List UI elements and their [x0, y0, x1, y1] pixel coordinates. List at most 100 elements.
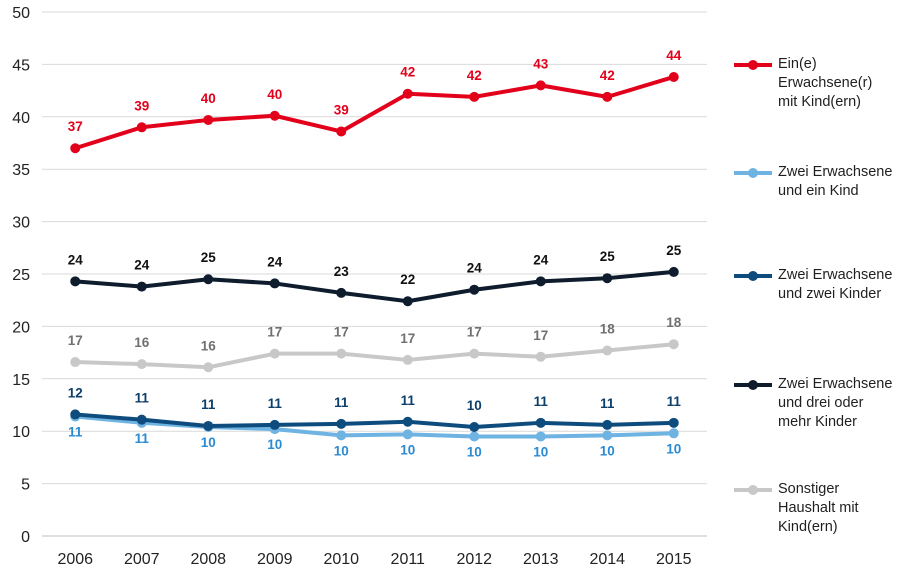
data-label: 10	[467, 398, 482, 413]
legend-label-line: Zwei Erwachsene	[778, 376, 893, 392]
data-label: 10	[666, 441, 681, 456]
data-point	[336, 287, 347, 298]
legend-label-line: Kind(ern)	[778, 519, 838, 535]
data-label: 24	[68, 252, 84, 267]
data-point	[535, 351, 546, 362]
data-label: 11	[135, 391, 150, 406]
data-point	[70, 409, 81, 420]
data-label: 11	[334, 395, 349, 410]
data-label: 10	[201, 435, 216, 450]
data-point	[535, 431, 546, 442]
legend-swatch	[734, 380, 772, 390]
data-label: 16	[134, 335, 150, 350]
data-label: 12	[68, 385, 83, 400]
data-label: 11	[135, 431, 150, 446]
data-point	[136, 281, 147, 292]
y-tick-label: 35	[12, 162, 30, 179]
x-tick-label: 2015	[656, 551, 692, 568]
data-point	[402, 88, 413, 99]
data-label: 10	[334, 443, 349, 458]
data-point	[469, 91, 480, 102]
data-point	[269, 419, 280, 430]
x-tick-label: 2012	[456, 551, 492, 568]
legend-label-line: Zwei Erwachsene	[778, 267, 893, 283]
data-point	[70, 143, 81, 154]
y-tick-label: 0	[21, 529, 30, 546]
data-label: 40	[201, 91, 216, 106]
data-point	[668, 417, 679, 428]
x-tick-label: 2010	[323, 551, 359, 568]
data-point	[402, 296, 413, 307]
data-label: 42	[600, 68, 615, 83]
legend-label-line: Ein(e)	[778, 56, 817, 72]
y-tick-label: 25	[12, 267, 30, 284]
data-point	[70, 357, 81, 368]
legend-label-line: mehr Kinder	[778, 414, 857, 430]
x-tick-label: 2008	[190, 551, 226, 568]
data-point	[336, 418, 347, 429]
data-point	[469, 348, 480, 359]
x-tick-label: 2011	[391, 551, 426, 568]
legend-label-line: Zwei Erwachsene	[778, 164, 893, 180]
data-label: 11	[534, 394, 549, 409]
data-label: 17	[400, 331, 415, 346]
data-label: 25	[666, 243, 682, 258]
x-tick-label: 2013	[523, 551, 559, 568]
series-line	[75, 414, 674, 439]
data-label: 11	[401, 393, 416, 408]
data-label: 11	[667, 394, 682, 409]
legend-swatch	[734, 271, 772, 281]
data-point	[136, 359, 147, 370]
legend-label-line: und ein Kind	[778, 183, 859, 199]
data-point	[535, 276, 546, 287]
legend-label-line: und zwei Kinder	[778, 286, 882, 302]
data-label: 11	[268, 396, 283, 411]
x-tick-label: 2007	[124, 551, 160, 568]
series-line	[75, 412, 674, 430]
data-point	[336, 348, 347, 359]
series-lines	[70, 71, 679, 442]
data-label: 40	[267, 87, 282, 102]
data-point	[668, 266, 679, 277]
data-point	[469, 422, 480, 433]
data-label: 18	[666, 315, 682, 330]
data-label: 17	[68, 333, 83, 348]
legend-label-line: Erwachsene(r)	[778, 75, 873, 91]
data-label: 24	[267, 254, 283, 269]
data-label: 10	[267, 437, 282, 452]
data-point	[203, 114, 214, 125]
data-label: 39	[134, 98, 149, 113]
legend-label: Ein(e) Erwachsene(r) mit Kind(ern)	[778, 55, 915, 112]
data-label: 11	[201, 397, 216, 412]
data-point	[402, 354, 413, 365]
data-point	[402, 416, 413, 427]
legend-swatch	[734, 485, 772, 495]
legend-swatch	[734, 168, 772, 178]
y-tick-label: 10	[12, 424, 30, 441]
gridlines	[42, 11, 707, 537]
data-label: 42	[467, 68, 482, 83]
data-label: 17	[533, 328, 548, 343]
data-label: 22	[400, 272, 415, 287]
data-label: 25	[201, 250, 217, 265]
data-point	[402, 429, 413, 440]
series-line	[75, 269, 674, 304]
data-point	[203, 274, 214, 285]
data-label: 17	[267, 325, 282, 340]
data-label: 23	[334, 264, 350, 279]
data-point	[668, 428, 679, 439]
y-tick-label: 50	[12, 5, 30, 22]
data-point	[136, 414, 147, 425]
y-tick-label: 15	[12, 372, 30, 389]
data-label: 16	[201, 338, 217, 353]
y-tick-label: 5	[21, 477, 30, 494]
data-label: 25	[600, 249, 616, 264]
legend-label: Zwei Erwachsene und ein Kind	[778, 163, 915, 201]
legend-label: Zwei Erwachsene und drei oder mehr Kinder	[778, 375, 915, 432]
data-label: 17	[334, 325, 349, 340]
data-point	[535, 417, 546, 428]
y-axis-ticks: 0 5 10 15 20 25 30 35 40 45 50	[12, 5, 30, 546]
data-labels: 37 39 40 40 39 42 42 43 42 44 11 11 10 10 10 10 10 10 10 10…	[68, 48, 682, 459]
data-label: 24	[533, 252, 549, 267]
